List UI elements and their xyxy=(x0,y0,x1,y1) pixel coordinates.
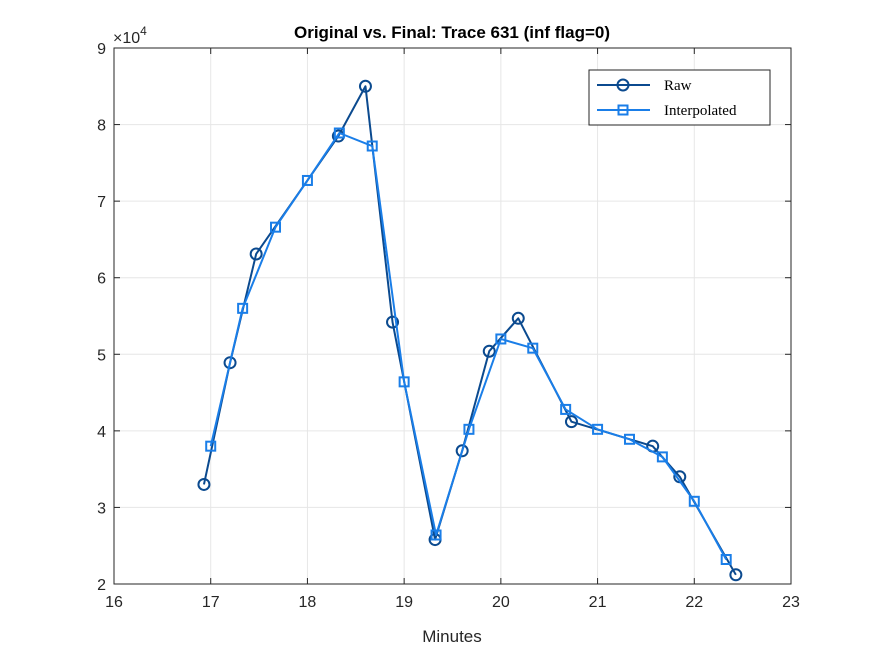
data-point-interpolated xyxy=(270,221,282,233)
x-tick-label: 20 xyxy=(492,594,510,611)
data-point-interpolated xyxy=(656,451,668,463)
plot-frame xyxy=(113,47,792,585)
data-point-interpolated xyxy=(592,423,604,435)
data-point-interpolated xyxy=(237,302,249,314)
data-point-interpolated xyxy=(688,495,700,507)
data-point-interpolated xyxy=(430,529,442,541)
data-point-interpolated xyxy=(205,440,217,452)
data-point-raw xyxy=(249,247,263,261)
x-tick-label: 19 xyxy=(395,594,413,611)
y-tick-label: 6 xyxy=(97,271,106,288)
y-exponent-label: ×104 xyxy=(113,24,147,47)
data-point-raw xyxy=(482,344,496,358)
data-point-raw xyxy=(197,477,211,491)
data-point-interpolated xyxy=(527,342,539,354)
data-point-raw xyxy=(511,311,525,325)
data-point-raw xyxy=(455,444,469,458)
data-point-interpolated xyxy=(623,433,635,445)
legend-box xyxy=(588,69,771,126)
y-tick-label: 7 xyxy=(97,194,106,211)
data-point-raw xyxy=(358,79,372,93)
chart-title: Original vs. Final: Trace 631 (inf flag=… xyxy=(294,23,610,42)
y-tick-label: 8 xyxy=(97,118,106,135)
data-point-interpolated xyxy=(333,127,345,139)
x-tick-label: 18 xyxy=(299,594,317,611)
data-point-interpolated xyxy=(463,423,475,435)
legend-marker-raw xyxy=(616,78,630,92)
data-point-interpolated xyxy=(495,333,507,345)
y-tick-label: 9 xyxy=(97,41,106,58)
legend-marker-interpolated xyxy=(617,104,629,116)
series-interpolated xyxy=(205,127,732,565)
x-tick-label: 22 xyxy=(685,594,703,611)
x-tick-label: 21 xyxy=(589,594,607,611)
series-layer xyxy=(197,79,743,582)
legend: Raw Interpolated xyxy=(588,69,771,126)
data-point-interpolated xyxy=(560,403,572,415)
data-point-interpolated xyxy=(398,376,410,388)
y-exponent-power: 4 xyxy=(140,24,147,38)
data-point-raw xyxy=(386,315,400,329)
y-tick-label: 3 xyxy=(97,500,106,517)
data-point-interpolated xyxy=(366,140,378,152)
data-point-interpolated xyxy=(720,553,732,565)
data-point-raw xyxy=(564,415,578,429)
series-line-interpolated xyxy=(209,131,728,560)
x-tick-label: 16 xyxy=(105,594,123,611)
data-point-raw xyxy=(223,356,237,370)
y-exponent-base: ×10 xyxy=(113,30,140,47)
x-tick-label: 17 xyxy=(202,594,220,611)
legend-label-raw: Raw xyxy=(664,78,692,94)
data-point-raw xyxy=(729,568,743,582)
data-point-interpolated xyxy=(301,174,313,186)
y-tick-label: 4 xyxy=(97,424,106,441)
x-tick-label: 23 xyxy=(782,594,800,611)
y-tick-label: 5 xyxy=(97,347,106,364)
y-tick-label: 2 xyxy=(97,577,106,594)
legend-label-interpolated: Interpolated xyxy=(664,103,737,119)
x-axis-label: Minutes xyxy=(422,627,482,646)
